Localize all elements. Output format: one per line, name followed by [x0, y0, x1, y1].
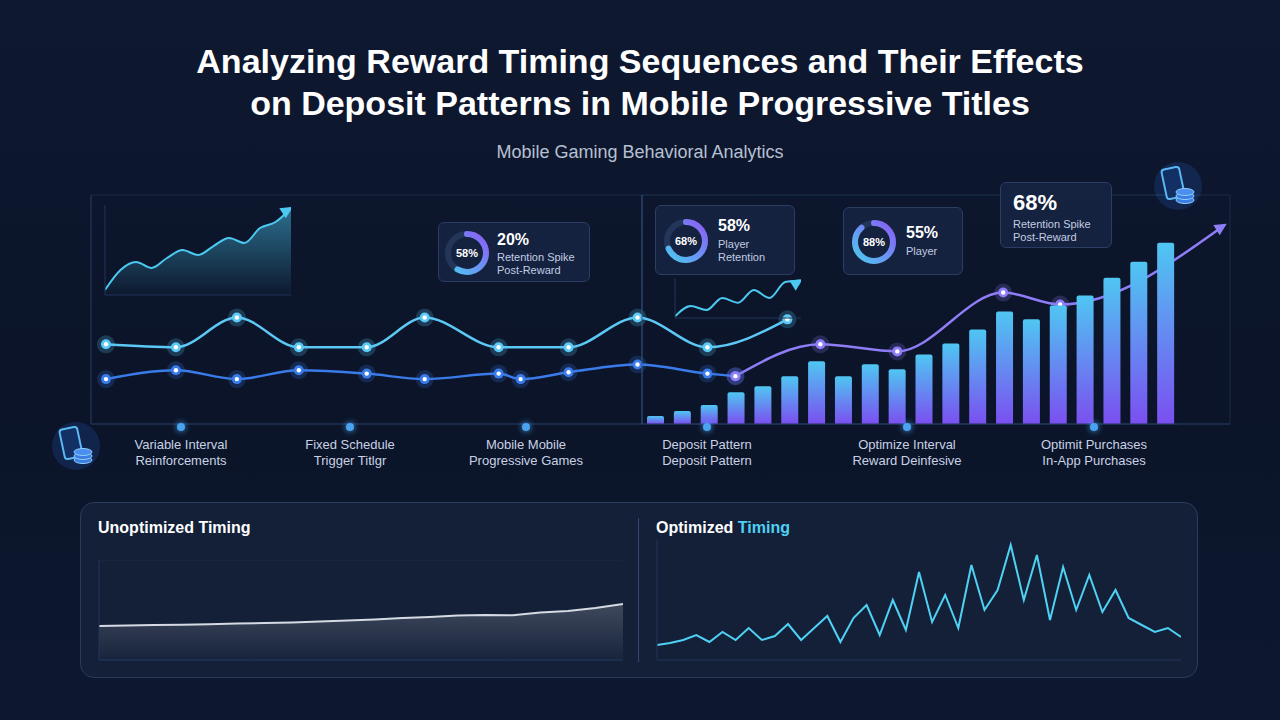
svg-text:Post-Reward: Post-Reward	[497, 264, 561, 276]
svg-text:68%: 68%	[675, 235, 697, 247]
svg-text:Retention Spike: Retention Spike	[1013, 218, 1091, 230]
svg-text:55%: 55%	[906, 224, 938, 241]
svg-text:58%: 58%	[456, 247, 478, 259]
html-text:Analyzing Reward Timing Sequen: Analyzing Reward Timing Sequences and Th…	[196, 42, 1084, 122]
svg-text:20%: 20%	[497, 231, 529, 248]
html-text:Mobile Gaming Behavioral Analy: Mobile Gaming Behavioral Analytics	[496, 142, 784, 162]
svg-text:88%: 88%	[863, 236, 885, 248]
html-text:Mobile Mobile Progressive Game: Mobile Mobile Progressive Games	[468, 437, 584, 468]
html-text:Variable Interval Reinforcemen: Variable Interval Reinforcements	[134, 437, 228, 468]
svg-text:Retention: Retention	[718, 251, 765, 263]
svg-text:Player: Player	[718, 238, 750, 250]
svg-text:68%: 68%	[1013, 190, 1057, 215]
html-text:Deposit Pattern Deposit Patter: Deposit Pattern Deposit Pattern	[662, 437, 752, 468]
svg-text:58%: 58%	[718, 217, 750, 234]
svg-text:Post-Reward: Post-Reward	[1013, 231, 1077, 243]
svg-text:Player: Player	[906, 245, 938, 257]
html-text:Optimit Purchases In-App Purch: Optimit Purchases In-App Purchases	[1040, 437, 1148, 468]
svg-text:Retention Spike: Retention Spike	[497, 251, 575, 263]
html-text:Unoptimized Timing: Unoptimized Timing	[98, 519, 251, 536]
html-text:Optimize Interval Reward Deinf: Optimize Interval Reward Deinfesive	[852, 437, 962, 468]
html-text:Fixed Schedule Trigger Titlgr: Fixed Schedule Trigger Titlgr	[305, 437, 395, 468]
html-text:Optimized Timing: Optimized Timing	[656, 519, 790, 536]
